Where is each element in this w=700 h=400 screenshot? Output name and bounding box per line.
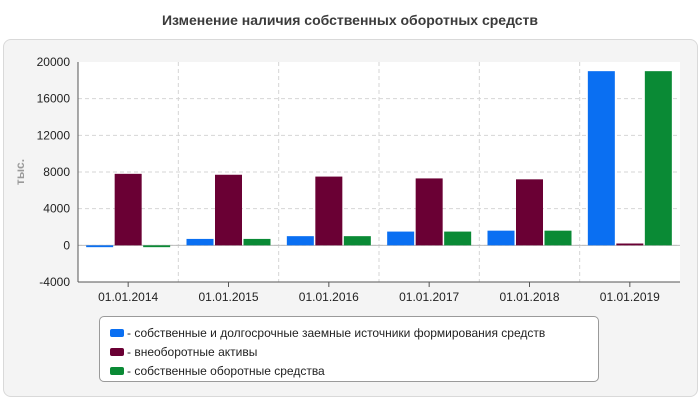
bar	[487, 230, 515, 246]
bar	[186, 238, 214, 246]
y-tick-label: 12000	[37, 128, 71, 142]
legend-label-sources: - собственные и долгосрочные заемные ист…	[127, 325, 546, 340]
legend-swatch-sources	[110, 328, 124, 337]
bar	[387, 231, 415, 246]
legend-item-noncurrent-assets: - внеоборотные активы	[110, 342, 598, 361]
y-tick-label: 0	[63, 238, 70, 252]
x-tick-label: 01.01.2016	[299, 290, 359, 304]
bar	[143, 245, 171, 248]
legend-item-working-capital: - собственные оборотные средства	[110, 361, 598, 380]
bar	[516, 179, 543, 246]
legend-label-working-capital: - собственные оборотные средства	[127, 363, 325, 378]
x-tick-label: 01.01.2014	[98, 290, 158, 304]
bar	[243, 238, 271, 246]
bar	[644, 71, 672, 246]
y-tick-label: 8000	[43, 165, 70, 179]
bar	[114, 173, 142, 246]
y-axis-label: тыс.	[13, 159, 27, 185]
bar	[415, 178, 443, 246]
legend-swatch-noncurrent-assets	[110, 347, 124, 356]
bar	[444, 231, 472, 246]
y-tick-label: 4000	[43, 202, 70, 216]
bar	[286, 236, 314, 246]
bar	[616, 243, 644, 246]
y-tick-label: -4000	[39, 275, 70, 289]
legend-label-noncurrent-assets: - внеоборотные активы	[127, 344, 258, 359]
x-tick-label: 01.01.2018	[499, 290, 559, 304]
bar	[587, 71, 615, 246]
chart-title: Изменение наличия собственных оборотных …	[161, 12, 539, 28]
bar	[343, 236, 371, 246]
bar	[315, 176, 343, 246]
legend-item-sources: - собственные и долгосрочные заемные ист…	[110, 323, 598, 342]
x-tick-label: 01.01.2017	[399, 290, 459, 304]
legend-swatch-working-capital	[110, 366, 124, 375]
bar	[86, 245, 114, 248]
x-tick-label: 01.01.2015	[198, 290, 258, 304]
bar	[215, 174, 242, 246]
y-tick-label: 16000	[37, 92, 71, 106]
y-tick-label: 20000	[37, 55, 71, 69]
chart-legend: - собственные и долгосрочные заемные ист…	[99, 316, 599, 382]
x-tick-label: 01.01.2019	[600, 290, 660, 304]
bar	[544, 230, 572, 246]
